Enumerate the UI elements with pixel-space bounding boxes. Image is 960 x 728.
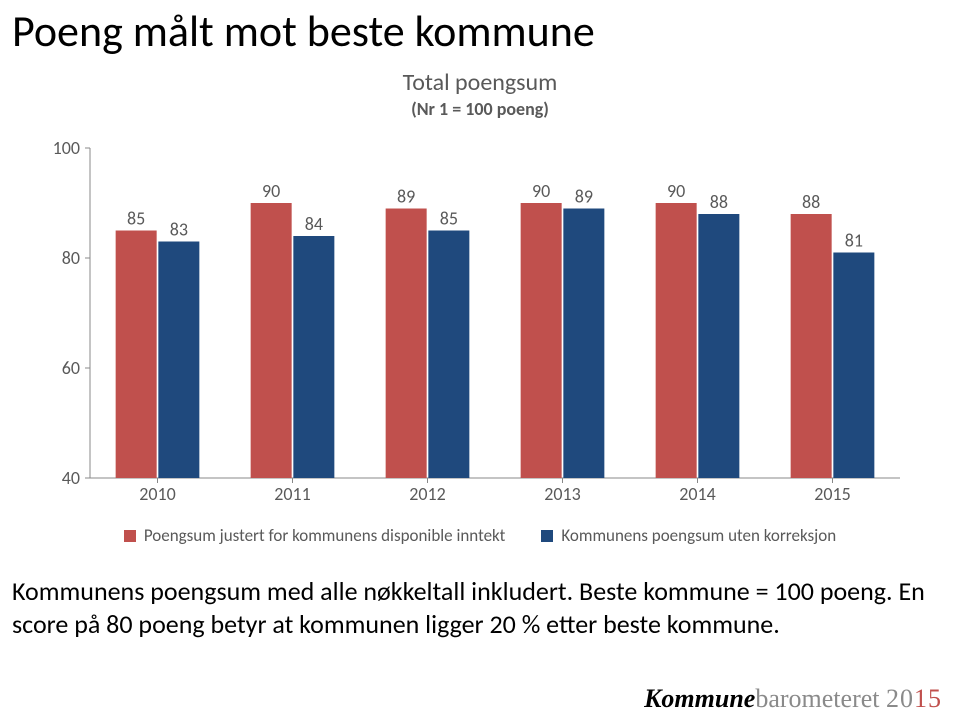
chart-area: 40 60 80 100 85 83 2010 90 84 2011 89 85 2012 90 89 201… [40,128,920,518]
svg-text:83: 83 [170,219,188,241]
bar [791,214,832,478]
svg-text:80: 80 [62,247,80,269]
bar [428,231,469,479]
year-light: 20 [886,684,914,713]
bar [386,209,427,479]
svg-text:2015: 2015 [814,483,851,505]
legend-label: Kommunens poengsum uten korreksjon [561,525,836,546]
bar [116,231,157,479]
bar [293,236,334,478]
footer-logo: Kommunebarometeret 2015 [644,684,942,714]
svg-text:2011: 2011 [274,483,311,505]
svg-text:81: 81 [845,230,863,252]
svg-text:85: 85 [127,208,145,230]
legend-item: Kommunens poengsum uten korreksjon [541,525,836,546]
legend-swatch [541,530,553,542]
legend-item: Poengsum justert for kommunens disponibl… [124,525,506,546]
bar-chart: 40 60 80 100 85 83 2010 90 84 2011 89 85 2012 90 89 201… [40,128,920,518]
svg-text:85: 85 [440,208,458,230]
svg-text:84: 84 [305,213,323,235]
bar [521,203,562,478]
bar [158,242,199,479]
brand-light: barometeret [755,684,879,713]
svg-text:89: 89 [575,186,593,208]
bar [698,214,739,478]
legend-swatch [124,530,136,542]
bar [563,209,604,479]
page-title: Poeng målt mot beste kommune [12,4,595,58]
legend-label: Poengsum justert for kommunens disponibl… [144,525,506,546]
year-accent: 15 [914,684,942,713]
svg-text:90: 90 [532,180,550,202]
chart-title: Total poengsum [0,68,960,97]
description-text: Kommunens poengsum med alle nøkkeltall i… [12,575,948,640]
svg-text:2014: 2014 [679,483,716,505]
svg-text:100: 100 [53,137,80,159]
svg-text:60: 60 [62,357,80,379]
bar [656,203,697,478]
svg-text:40: 40 [62,467,80,489]
svg-text:88: 88 [802,191,820,213]
svg-text:2010: 2010 [139,483,176,505]
bar [251,203,292,478]
svg-text:89: 89 [397,186,415,208]
chart-subtitle: (Nr 1 = 100 poeng) [0,98,960,120]
svg-text:90: 90 [667,180,685,202]
svg-text:88: 88 [710,191,728,213]
svg-text:90: 90 [262,180,280,202]
bar [833,253,874,479]
legend: Poengsum justert for kommunens disponibl… [0,525,960,546]
svg-text:2012: 2012 [409,483,446,505]
brand-bold: Kommune [644,684,755,713]
svg-text:2013: 2013 [544,483,581,505]
